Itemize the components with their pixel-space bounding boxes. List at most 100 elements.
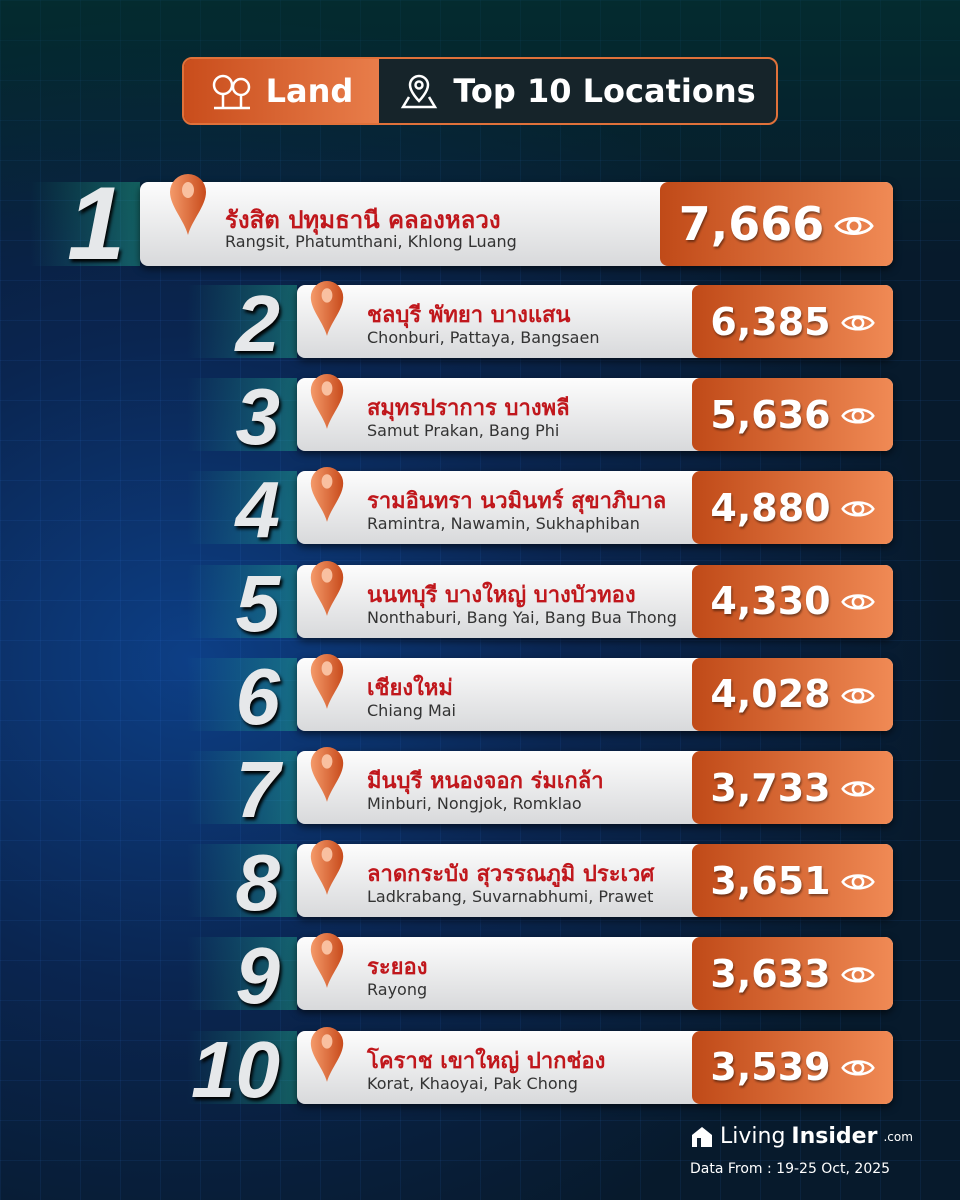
row-glow [187,844,297,918]
row-glow [187,285,297,358]
header-banner: Land Top 10 Locations [182,57,778,125]
location-thai-name: รามอินทรา นวมินทร์ สุขาภิบาล [367,489,667,515]
rank-number: 9 [235,931,281,1021]
location-thai-name: มีนบุรี หนองจอก ร่มเกล้า [367,769,604,794]
brand-insider: Insider [791,1124,878,1149]
view-count: 3,539 [710,1045,831,1090]
view-count: 3,633 [710,951,831,996]
views-box: 3,539 [692,1030,893,1104]
data-date: Data From : 19-25 Oct, 2025 [690,1161,891,1177]
row-glow [187,657,297,731]
location-english-name: Ramintra, Nawamin, Sukhaphiban [367,514,640,534]
row-glow [187,564,297,638]
eye-icon [840,579,875,623]
location-pin-icon [309,741,345,811]
location-thai-name: เชียงใหม่ [367,675,453,701]
location-thai-name: ลาดกระบัง สุวรรณภูมิ ประเวศ [367,862,655,888]
location-pin-icon [168,166,208,246]
row-glow [187,1030,297,1104]
views-box: 3,651 [692,844,893,918]
rank-number: 8 [235,838,281,928]
eye-icon [840,300,875,344]
location-english-name: Chiang Mai [367,700,456,720]
eye-icon [840,766,875,810]
view-count: 4,330 [710,579,831,624]
views-box: 4,330 [692,564,893,638]
location-thai-name: สมุทรปราการ บางพลี [367,396,570,422]
brand-living: Living [720,1124,786,1149]
rank-number: 2 [235,279,281,368]
location-pin-icon [309,461,345,531]
location-card: สมุทรปราการ บางพลี Samut Prakan, Bang Ph… [297,374,893,452]
rank-number: 6 [235,651,281,741]
view-count: 5,636 [710,392,831,437]
location-english-name: Rangsit, Phatumthani, Khlong Luang [225,232,517,251]
views-box: 3,633 [692,937,893,1011]
location-card: นนทบุรี บางใหญ่ บางบัวทอง Nonthaburi, Ba… [297,560,893,638]
location-card: ลาดกระบัง สุวรรณภูมิ ประเวศ Ladkrabang, … [297,840,893,918]
view-count: 6,385 [710,299,831,344]
house-logo-icon [692,1126,712,1147]
row-glow [187,378,297,452]
location-english-name: Samut Prakan, Bang Phi [367,421,560,441]
view-count: 4,880 [710,485,831,530]
row-glow [187,471,297,545]
rank-number: 4 [235,465,281,555]
rank-number: 7 [235,745,281,834]
location-card: เชียงใหม่ Chiang Mai 4,028 [297,653,893,731]
location-english-name: Chonburi, Pattaya, Bangsaen [367,328,600,347]
views-box: 6,385 [692,285,893,358]
location-card: รามอินทรา นวมินทร์ สุขาภิบาล Ramintra, N… [297,467,893,545]
brand-domain: .com [883,1129,913,1144]
location-pin-icon [309,648,345,718]
livinginsider-logo: Living Insider .com [690,1124,913,1149]
views-box: 7,666 [660,182,893,266]
views-box: 5,636 [692,378,893,452]
location-card: ชลบุรี พัทยา บางแสน Chonburi, Pattaya, B… [297,281,893,358]
location-pin-icon [309,275,345,345]
location-thai-name: ระยอง [367,955,428,981]
title-section: Top 10 Locations [379,59,776,123]
row-glow [30,182,140,266]
location-card: มีนบุรี หนองจอก ร่มเกล้า Minburi, Nongjo… [297,747,893,824]
row-glow [187,751,297,824]
rank-number: 3 [235,372,281,462]
location-card: รังสิต ปทุมธานี คลองหลวง Rangsit, Phatum… [140,174,893,266]
location-english-name: Minburi, Nongjok, Romklao [367,794,582,813]
location-english-name: Rayong [367,980,428,1000]
eye-icon [840,672,875,716]
rank-number: 1 [67,166,125,282]
view-count: 7,666 [678,197,825,251]
views-box: 4,028 [692,657,893,731]
row-glow [187,937,297,1011]
views-box: 3,733 [692,751,893,824]
location-card: ระยอง Rayong 3,633 [297,933,893,1011]
eye-icon [840,1045,875,1089]
page-title: Top 10 Locations [453,72,756,110]
rank-number: 5 [235,558,281,648]
location-pin-icon [309,834,345,904]
eye-icon [840,952,875,996]
location-pin-icon [309,927,345,997]
location-thai-name: โคราช เขาใหญ่ ปากช่อง [367,1048,606,1074]
rank-number: 10 [191,1024,280,1114]
eye-icon [840,859,875,903]
map-pin-icon [401,74,438,109]
location-pin-icon [309,368,345,438]
location-thai-name: นนทบุรี บางใหญ่ บางบัวทอง [367,582,636,608]
eye-icon [840,486,875,530]
location-pin-icon [309,1021,345,1091]
location-english-name: Ladkrabang, Suvarnabhumi, Prawet [367,887,654,907]
footer: Living Insider .com Data From : 19-25 Oct,… [690,1124,913,1177]
eye-icon [840,393,875,437]
location-pin-icon [309,555,345,625]
location-thai-name: รังสิต ปทุมธานี คลองหลวง [225,206,501,234]
eye-icon [834,197,875,251]
view-count: 3,733 [710,765,831,810]
location-thai-name: ชลบุรี พัทยา บางแสน [367,303,571,328]
view-count: 4,028 [710,672,831,717]
location-english-name: Nonthaburi, Bang Yai, Bang Bua Thong [367,607,677,627]
category-label: Land [265,72,354,110]
category-badge: Land [184,59,379,123]
views-box: 4,880 [692,471,893,545]
